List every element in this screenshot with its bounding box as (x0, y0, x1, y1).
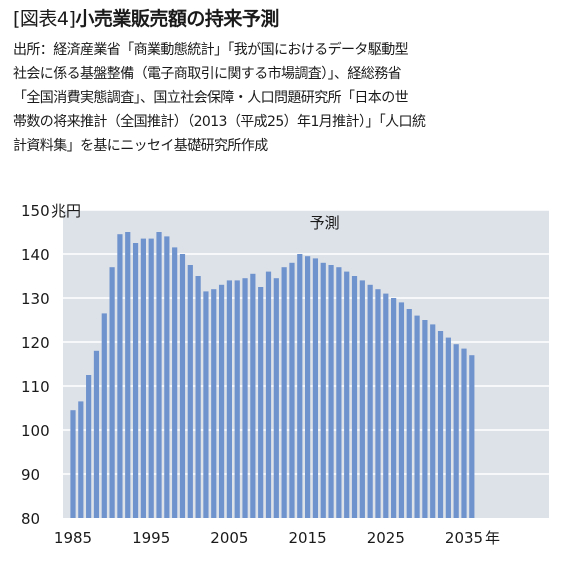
bar-2016 (312, 258, 319, 518)
bar-2030 (422, 320, 428, 518)
bar-2023 (367, 284, 373, 518)
bar-2026 (391, 298, 397, 518)
y-unit-label: 兆円 (51, 202, 81, 220)
source-line: 計資料集」を基にニッセイ基礎研究所作成 (13, 138, 268, 154)
bar-2008 (250, 273, 256, 518)
y-tick-label: 120 (21, 334, 50, 352)
bar-1990 (109, 267, 115, 518)
bar-2006 (234, 280, 240, 518)
bar-2022 (359, 280, 365, 518)
source-line: 帯数の将来推計（全国推計）（2013（平成25）年1月推計）」「人口統 (13, 114, 426, 130)
bar-1988 (93, 350, 100, 518)
bar-2017 (320, 262, 326, 518)
source-line: 出所：経済産業省「商業動態統計」「我が国におけるデータ駆動型 (13, 42, 409, 58)
x-unit-label: 年 (485, 529, 500, 547)
bar-2015 (305, 256, 311, 518)
bar-2020 (344, 271, 350, 518)
bar-2005 (226, 280, 232, 518)
bar-2024 (375, 289, 381, 518)
bar-1993 (132, 243, 139, 518)
source-line: 社会に係る基盤整備（電子商取引に関する市場調査）」、経総務省 (13, 66, 402, 82)
bar-2007 (242, 278, 248, 518)
bar-2003 (211, 289, 217, 518)
chart-title: [図表4]小売業販売額の持来予測 (13, 6, 279, 32)
bar-2012 (281, 267, 287, 518)
bar-2025 (383, 293, 389, 518)
bar-1999 (179, 254, 186, 518)
y-tick-label: 150 (21, 202, 50, 220)
bar-2036 (469, 355, 475, 518)
bar-1995 (148, 238, 154, 518)
bar-2013 (289, 262, 295, 518)
bar-1991 (117, 234, 123, 518)
bar-2033 (445, 337, 451, 518)
y-tick-label: 130 (21, 290, 50, 308)
bar-2028 (406, 309, 412, 518)
bar-1987 (86, 375, 92, 518)
bar-2001 (195, 276, 201, 518)
bar-1997 (164, 236, 170, 518)
bar-2035 (461, 348, 467, 518)
bar-1985 (70, 410, 76, 518)
bar-2002 (203, 291, 209, 518)
bar-2032 (437, 331, 444, 518)
bar-2018 (328, 265, 334, 518)
bar-1998 (172, 247, 178, 518)
bar-2011 (273, 278, 279, 518)
bar-2009 (258, 287, 264, 518)
bar-2004 (218, 284, 225, 518)
title-text: 小売業販売額の持来予測 (75, 8, 279, 30)
forecast-label: 予測 (310, 214, 340, 232)
bar-2010 (265, 271, 272, 518)
x-tick-label: 1995 (132, 529, 170, 547)
bar-1994 (140, 238, 146, 518)
x-tick-label: 2015 (289, 529, 327, 547)
bar-2000 (187, 265, 193, 518)
y-tick-label: 90 (21, 466, 40, 484)
bar-2034 (453, 344, 459, 518)
bar-2031 (430, 324, 436, 518)
figure-label: [図表4] (13, 8, 76, 30)
x-tick-label: 1985 (54, 529, 92, 547)
x-tick-label: 2005 (210, 529, 248, 547)
bar-2019 (336, 267, 342, 518)
bar-1996 (156, 232, 162, 518)
source-note: 出所：経済産業省「商業動態統計」「我が国におけるデータ駆動型 社会に係る基盤整備… (13, 38, 561, 158)
bar-2029 (414, 315, 420, 518)
y-tick-label: 100 (21, 422, 50, 440)
y-tick-label: 80 (21, 510, 40, 528)
bar-1992 (125, 232, 131, 518)
x-tick-label: 2025 (367, 529, 405, 547)
bar-2021 (351, 276, 358, 518)
source-line: 「全国消費実態調査」、国立社会保障・人口問題研究所「日本の世 (13, 90, 409, 106)
y-tick-label: 110 (21, 378, 50, 396)
y-tick-label: 140 (21, 246, 50, 264)
x-tick-label: 2035 (445, 529, 483, 547)
bar-1986 (78, 401, 84, 518)
bar-2027 (398, 302, 405, 518)
bar-2014 (297, 254, 303, 518)
bar-1989 (101, 313, 107, 518)
